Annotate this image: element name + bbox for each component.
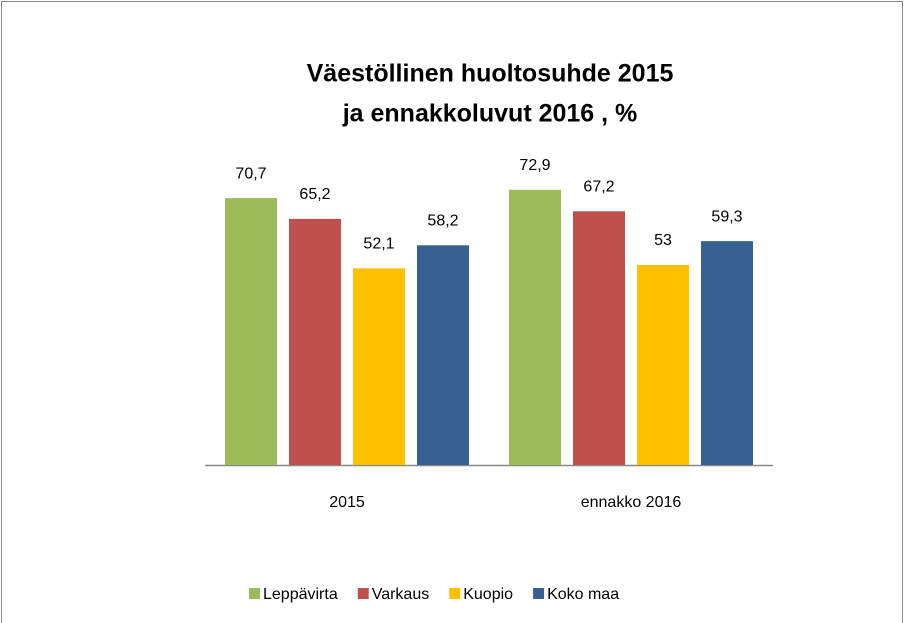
bar — [701, 241, 753, 465]
bar — [353, 268, 405, 465]
bar — [289, 218, 341, 465]
chart-title: Väestöllinen huoltosuhde 2015 — [307, 60, 674, 88]
bar — [573, 211, 625, 465]
data-label: 59,3 — [711, 208, 742, 225]
legend-label: Leppävirta — [263, 586, 338, 603]
bar — [225, 198, 277, 466]
data-label: 70,7 — [235, 165, 266, 182]
legend-label: Koko maa — [547, 586, 619, 603]
data-label: 65,2 — [299, 186, 330, 203]
bar — [417, 245, 469, 465]
legend-label: Varkaus — [372, 586, 430, 603]
data-label: 52,1 — [363, 236, 394, 253]
chart-title: ja ennakkoluvut 2016 , % — [342, 100, 638, 128]
bar — [509, 189, 561, 466]
data-label: 72,9 — [519, 157, 550, 174]
bar — [637, 264, 689, 465]
data-label: 58,2 — [427, 213, 458, 230]
data-label: 67,2 — [583, 179, 614, 196]
legend-swatch — [249, 588, 260, 599]
legend-swatch — [533, 588, 545, 599]
legend-label: Kuopio — [463, 586, 513, 603]
legend-swatch — [449, 588, 461, 599]
x-tick-label: ennakko 2016 — [581, 494, 682, 511]
legend-swatch — [357, 588, 369, 599]
x-tick-label: 2015 — [329, 494, 365, 511]
data-label: 53 — [654, 232, 672, 249]
